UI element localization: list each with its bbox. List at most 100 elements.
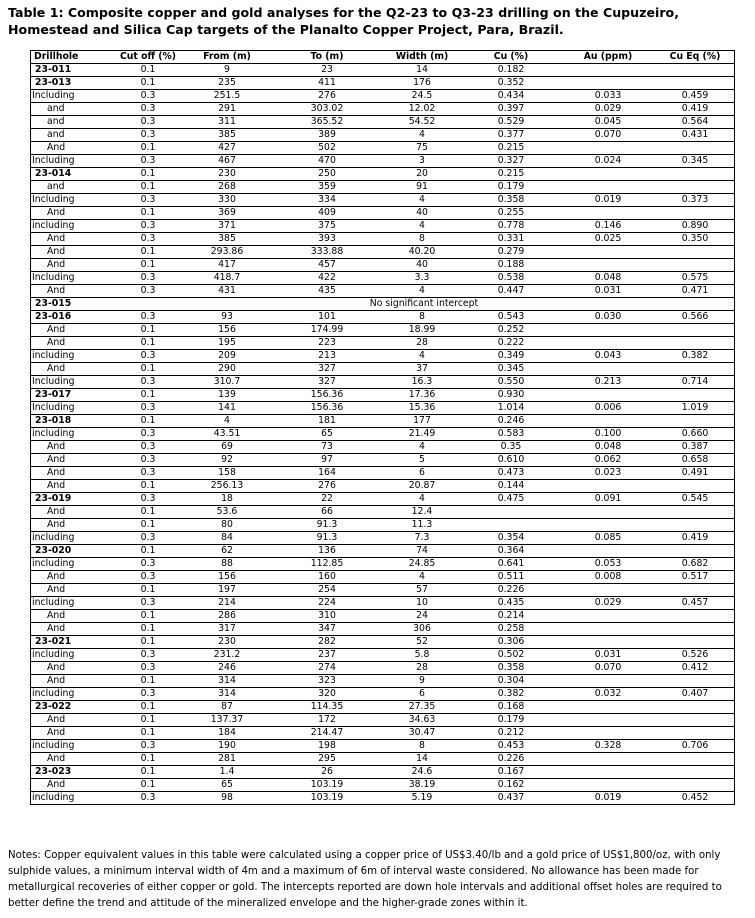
cell-to: 237 (272, 648, 382, 662)
cell-cu-eq (656, 726, 735, 740)
cell-from: 314 (182, 674, 272, 688)
cell-cu: 0.358 (462, 661, 560, 675)
cell-width: 17.36 (382, 388, 462, 402)
cell-cu: 0.358 (462, 193, 560, 207)
table-row: 23-011 0.1 9 23 14 0.182 (30, 63, 735, 77)
cell-width: 28 (382, 661, 462, 675)
cell-cu (462, 505, 560, 519)
cell-width: 40.20 (382, 245, 462, 259)
cell-drillhole: And (30, 479, 114, 493)
cell-cut-off: 0.1 (114, 505, 182, 519)
cell-to: 174.99 (272, 323, 382, 337)
cell-drillhole: including (30, 791, 114, 805)
cell-to: 422 (272, 271, 382, 285)
cell-width: 7.3 (382, 531, 462, 545)
table-row: And 0.1 137.37 172 34.63 0.179 (30, 713, 735, 727)
cell-au: 0.029 (560, 596, 656, 610)
cell-width: 20.87 (382, 479, 462, 493)
cell-au (560, 323, 656, 337)
cell-cu: 0.543 (462, 310, 560, 324)
cell-width: 40 (382, 258, 462, 272)
cell-drillhole: Including (30, 271, 114, 285)
cell-cut-off: 0.3 (114, 284, 182, 298)
cell-drillhole: And (30, 284, 114, 298)
table-row: including 0.3 43.51 65 21.49 0.583 0.100 0.660 (30, 427, 735, 441)
table-row: And 0.1 80 91.3 11.3 (30, 518, 735, 532)
table-row: Including 0.3 330 334 4 0.358 0.019 0.373 (30, 193, 735, 207)
table-row: Including 0.3 310.7 327 16.3 0.550 0.213 0.714 (30, 375, 735, 389)
cell-cut-off: 0.3 (114, 596, 182, 610)
cell-cu: 0.179 (462, 713, 560, 727)
cell-cut-off: 0.1 (114, 414, 182, 428)
cell-cut-off: 0.3 (114, 271, 182, 285)
table-row: And 0.1 314 323 9 0.304 (30, 674, 735, 688)
cell-to: 276 (272, 89, 382, 103)
cell-to: 320 (272, 687, 382, 701)
cell-to: 254 (272, 583, 382, 597)
cell-drillhole: And (30, 466, 114, 480)
cell-cu: 0.529 (462, 115, 560, 129)
table-row: 23-013 0.1 235 411 176 0.352 (30, 76, 735, 90)
table-row: 23-017 0.1 139 156.36 17.36 0.930 (30, 388, 735, 402)
table-row: Including 0.3 141 156.36 15.36 1.014 0.006 1.01… (30, 401, 735, 415)
cell-cu-eq (656, 609, 735, 623)
cell-to: 73 (272, 440, 382, 454)
cell-to: 223 (272, 336, 382, 350)
cell-from: 311 (182, 115, 272, 129)
cell-from: 88 (182, 557, 272, 571)
cell-cu: 0.475 (462, 492, 560, 506)
cell-cut-off: 0.3 (114, 115, 182, 129)
cell-cu: 0.179 (462, 180, 560, 194)
cell-cu-eq: 0.890 (656, 219, 735, 233)
cell-width: 20 (382, 167, 462, 181)
cell-cu: 0.226 (462, 752, 560, 766)
cell-width: 16.3 (382, 375, 462, 389)
cell-from: 53.6 (182, 505, 272, 519)
cell-to: 359 (272, 180, 382, 194)
cell-cu-eq: 0.526 (656, 648, 735, 662)
cell-cu: 0.354 (462, 531, 560, 545)
cell-from: 93 (182, 310, 272, 324)
cell-cut-off: 0.1 (114, 141, 182, 155)
cell-to: 323 (272, 674, 382, 688)
cell-drillhole: Including (30, 401, 114, 415)
cell-cut-off: 0.1 (114, 713, 182, 727)
cell-drillhole: including (30, 557, 114, 571)
cell-width: 15.36 (382, 401, 462, 415)
table-row: And 0.1 197 254 57 0.226 (30, 583, 735, 597)
cell-drillhole: And (30, 609, 114, 623)
cell-cu: 0.215 (462, 141, 560, 155)
cell-cu: 0.162 (462, 778, 560, 792)
cell-cu-eq: 0.459 (656, 89, 735, 103)
cell-cu: 0.331 (462, 232, 560, 246)
cell-cu: 0.255 (462, 206, 560, 220)
table-row: And 0.1 286 310 24 0.214 (30, 609, 735, 623)
cell-au (560, 245, 656, 259)
cell-cu-eq (656, 518, 735, 532)
cell-au (560, 141, 656, 155)
cell-drillhole: 23-018 (30, 414, 114, 428)
cell-to: 327 (272, 375, 382, 389)
cell-from: 209 (182, 349, 272, 363)
cell-cu: 0.511 (462, 570, 560, 584)
cell-au: 0.008 (560, 570, 656, 584)
cell-drillhole: And (30, 141, 114, 155)
cell-to: 250 (272, 167, 382, 181)
cell-cut-off: 0.3 (114, 492, 182, 506)
cell-width: 9 (382, 674, 462, 688)
cell-au: 0.213 (560, 375, 656, 389)
cell-cut-off: 0.3 (114, 232, 182, 246)
cell-from: 18 (182, 492, 272, 506)
cell-width: 4 (382, 284, 462, 298)
table-row: And 0.1 293.86 333.88 40.20 0.279 (30, 245, 735, 259)
cell-cu: 0.215 (462, 167, 560, 181)
cell-drillhole: Including (30, 89, 114, 103)
header-drillhole: Drillhole (30, 50, 114, 64)
cell-width: 8 (382, 232, 462, 246)
table-row: And 0.1 290 327 37 0.345 (30, 362, 735, 376)
cell-cut-off: 0.1 (114, 752, 182, 766)
cell-to: 97 (272, 453, 382, 467)
cell-cut-off: 0.3 (114, 648, 182, 662)
cell-width: 18.99 (382, 323, 462, 337)
cell-cu-eq (656, 635, 735, 649)
